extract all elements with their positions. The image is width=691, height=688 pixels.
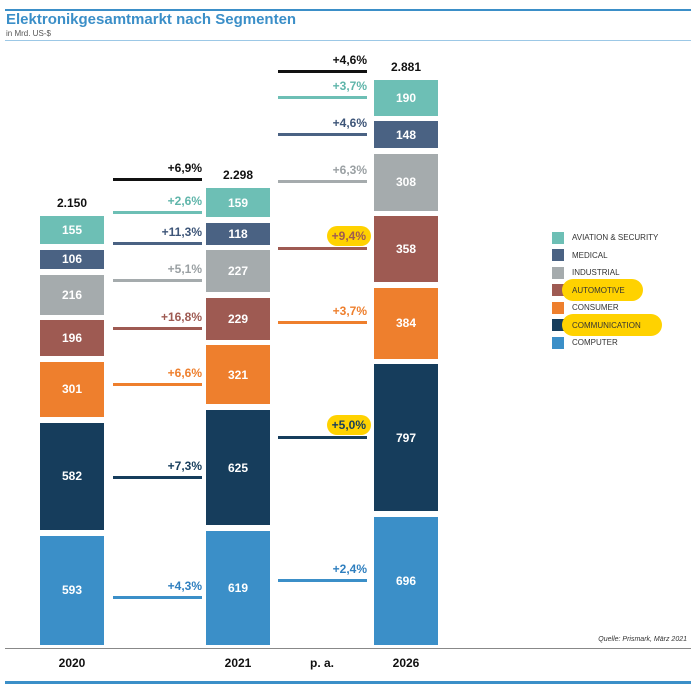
growth-line-2021-total [113, 178, 202, 181]
growth-line-2021-medical [113, 242, 202, 245]
growth-line-2021-aviation-security [113, 211, 202, 214]
growth-line-2021-consumer [113, 383, 202, 386]
bar-segment-aviation-security-2021: 159 [206, 188, 270, 218]
legend-swatch [552, 284, 564, 297]
legend-item-medical: MEDICAL [552, 247, 658, 265]
growth-line-2021-automotive [113, 327, 202, 330]
growth-line-pa-total [278, 70, 367, 73]
growth-label-2021-total: +6,9% [167, 161, 202, 175]
growth-line-pa-communication [278, 436, 367, 439]
legend-label: AVIATION & SECURITY [572, 233, 659, 243]
growth-line-pa-computer [278, 579, 367, 582]
bar-segment-industrial-2026: 308 [374, 153, 438, 211]
bar-segment-aviation-security-2020: 155 [40, 215, 104, 245]
bottom-divider [5, 681, 691, 684]
total-label-2020: 2.150 [56, 195, 88, 210]
growth-line-pa-consumer [278, 321, 367, 324]
legend-item-communication: COMMUNICATION [552, 313, 662, 336]
x-tick-2026: 2026 [392, 656, 420, 670]
x-tick-2021: 2021 [224, 656, 252, 670]
bar-segment-automotive-2021: 229 [206, 297, 270, 340]
bar-segment-automotive-2020: 196 [40, 320, 104, 357]
total-label-2021: 2.298 [222, 168, 254, 183]
legend-item-industrial: INDUSTRIAL [552, 264, 658, 282]
growth-line-2021-communication [113, 476, 202, 479]
legend-item-automotive: AUTOMOTIVE [552, 278, 658, 301]
growth-label-2021-aviation-security: +2,6% [167, 194, 202, 208]
legend-item-consumer: CONSUMER [552, 299, 658, 317]
bar-segment-medical-2026: 148 [374, 121, 438, 149]
legend-swatch [552, 301, 564, 314]
bar-segment-computer-2026: 696 [374, 516, 438, 645]
bar-segment-communication-2026: 797 [374, 364, 438, 512]
bar-segment-automotive-2026: 358 [374, 216, 438, 283]
growth-label-2021-communication: +7,3% [167, 459, 202, 473]
legend-swatch [552, 336, 564, 349]
bar-segment-communication-2021: 625 [206, 409, 270, 526]
bar-segment-computer-2020: 593 [40, 535, 104, 645]
growth-label-pa-industrial: +6,3% [332, 163, 367, 177]
bar-segment-medical-2021: 118 [206, 222, 270, 245]
legend-label: COMMUNICATION [572, 320, 641, 330]
legend-highlight [562, 278, 643, 301]
chart-title: Elektronikgesamtmarkt nach Segmenten [6, 11, 297, 28]
legend: AVIATION & SECURITY MEDICAL INDUSTRIAL AUTO… [552, 229, 662, 352]
bar-segment-industrial-2020: 216 [40, 274, 104, 315]
bar-segment-aviation-security-2026: 190 [374, 80, 438, 116]
growth-line-pa-industrial [278, 180, 367, 183]
chart-subtitle: in Mrd. US-$ [6, 29, 51, 38]
growth-label-pa-consumer: +3,7% [332, 304, 367, 318]
growth-line-2021-computer [113, 596, 202, 599]
bar-segment-communication-2020: 582 [40, 422, 104, 531]
legend-item-aviation-security: AVIATION & SECURITY [552, 229, 658, 247]
bar-segment-consumer-2021: 321 [206, 345, 270, 405]
bar-segment-industrial-2021: 227 [206, 250, 270, 292]
legend-label: CONSUMER [572, 303, 619, 313]
growth-label-pa-total: +4,6% [332, 53, 367, 67]
legend-item-computer: COMPUTER [552, 334, 658, 352]
growth-label-pa-computer: +2,4% [332, 562, 367, 576]
growth-label-2021-medical: +11,3% [161, 225, 202, 239]
legend-swatch [552, 231, 564, 244]
growth-label-pa-aviation-security: +3,7% [332, 79, 367, 93]
legend-label: INDUSTRIAL [572, 268, 620, 278]
x-tick-2020: 2020 [58, 656, 86, 670]
legend-swatch [552, 266, 564, 279]
total-label-2026: 2.881 [390, 60, 422, 75]
growth-label-pa-medical: +4,6% [332, 116, 367, 130]
growth-label-2021-computer: +4,3% [167, 579, 202, 593]
source-note: Quelle: Prismark, März 2021 [598, 636, 687, 643]
x-tick-pa: p. a. [309, 656, 334, 670]
growth-label-2021-consumer: +6,6% [167, 366, 202, 380]
legend-swatch [552, 319, 564, 332]
top-divider [5, 9, 691, 11]
growth-line-2021-industrial [113, 279, 202, 282]
legend-label: COMPUTER [572, 338, 618, 348]
title-divider [5, 40, 691, 41]
growth-label-pa-automotive: +9,4% [326, 226, 371, 246]
legend-highlight [562, 313, 662, 336]
growth-label-2021-industrial: +5,1% [167, 262, 202, 276]
bar-segment-consumer-2026: 384 [374, 287, 438, 359]
legend-label: AUTOMOTIVE [572, 285, 625, 295]
bar-segment-medical-2020: 106 [40, 249, 104, 270]
legend-swatch [552, 249, 564, 262]
legend-label: MEDICAL [572, 250, 608, 260]
bar-segment-computer-2021: 619 [206, 530, 270, 645]
growth-line-pa-aviation-security [278, 96, 367, 99]
bar-segment-consumer-2020: 301 [40, 361, 104, 418]
growth-line-pa-medical [278, 133, 367, 136]
x-axis-line [5, 648, 691, 649]
growth-line-pa-automotive [278, 247, 367, 250]
growth-label-2021-automotive: +16,8% [160, 310, 202, 324]
growth-label-pa-communication: +5,0% [326, 415, 371, 435]
